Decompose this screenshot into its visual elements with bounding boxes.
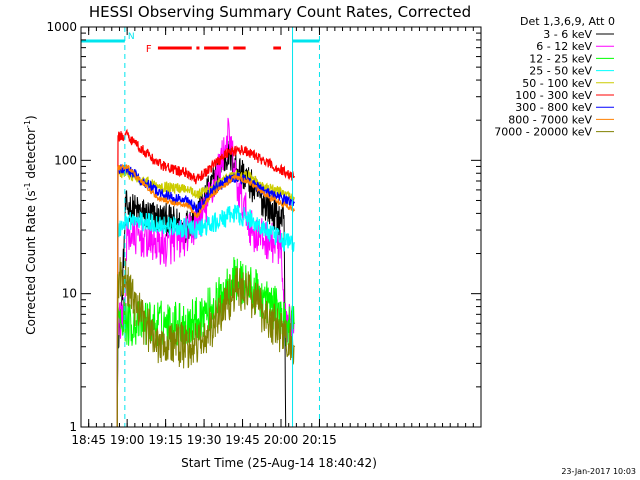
y-axis: 1 10 100 1000: [46, 20, 481, 434]
y-tick-label-2: 10: [62, 287, 77, 301]
series-line-5: [116, 167, 296, 428]
x-tick-label-6: 20:00: [264, 433, 299, 447]
y-axis-label: Corrected Count Rate (s-1 detector-1): [23, 115, 38, 334]
legend-header: Det 1,3,6,9, Att 0: [520, 15, 615, 28]
legend-label-5: 50 - 100 keV: [522, 77, 592, 90]
x-tick-label-1: 18:45: [71, 433, 106, 447]
flare-label: F: [146, 44, 152, 55]
y-tick-label-3: 100: [54, 153, 77, 167]
y-axis-label-main: Corrected Count Rate (s: [24, 190, 38, 334]
x-axis: 18:45 19:00 19:15 19:30 19:45 20:00 20:15: [71, 27, 474, 447]
series-layer: [116, 117, 296, 428]
y-axis-label-mid: detector: [24, 128, 38, 183]
legend-label-3: 12 - 25 keV: [529, 52, 592, 65]
y-tick-label-4: 1000: [46, 20, 77, 34]
y-axis-label-end: ): [24, 115, 38, 120]
legend-label-2: 6 - 12 keV: [536, 40, 592, 53]
night-label: N: [128, 32, 135, 42]
plot-frame: [80, 26, 482, 428]
x-axis-label: Start Time (25-Aug-14 18:40:42): [181, 456, 377, 470]
legend-label-9: 7000 - 20000 keV: [494, 126, 592, 139]
x-tick-label-4: 19:30: [187, 433, 222, 447]
x-tick-label-5: 19:45: [225, 433, 260, 447]
legend-label-7: 300 - 800 keV: [515, 101, 592, 114]
series-line-8: [116, 163, 296, 428]
y-tick-label-1: 1: [69, 420, 77, 434]
chart-title: HESSI Observing Summary Count Rates, Cor…: [89, 3, 471, 21]
series-line-9: [116, 257, 296, 428]
legend-label-8: 800 - 7000 keV: [508, 113, 592, 126]
y-axis-label-sup2: -1: [23, 120, 32, 128]
legend-label-4: 25 - 50 keV: [529, 65, 592, 78]
annotation-layer: NF: [81, 27, 320, 427]
x-tick-label-3: 19:15: [148, 433, 183, 447]
legend-label-6: 100 - 300 keV: [515, 89, 592, 102]
series-line-2: [116, 117, 295, 428]
x-tick-label-7: 20:15: [302, 433, 337, 447]
x-tick-label-2: 19:00: [110, 433, 145, 447]
y-axis-label-sup1: -1: [23, 182, 32, 190]
timestamp: 23-Jan-2017 10:03: [561, 467, 636, 476]
legend-label-1: 3 - 6 keV: [543, 28, 592, 41]
series-line-4: [116, 204, 295, 428]
series-line-6: [116, 128, 296, 428]
